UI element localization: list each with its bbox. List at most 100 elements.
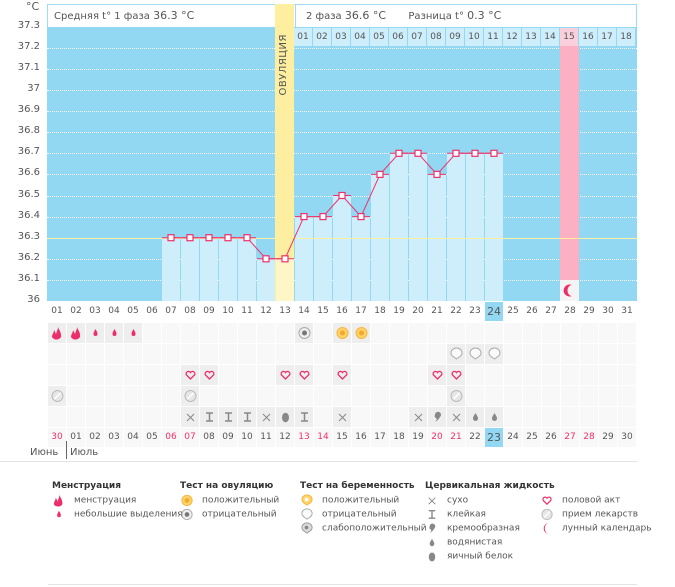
medication-cell[interactable] (352, 386, 370, 406)
medication-cell[interactable] (276, 386, 294, 406)
intercourse-cell[interactable] (105, 365, 123, 385)
medication-cell[interactable] (447, 386, 465, 406)
pregnancy-cell[interactable] (181, 344, 199, 364)
fluid-cell[interactable] (542, 407, 560, 427)
fluid-cell[interactable] (523, 407, 541, 427)
medication-cell[interactable] (295, 386, 313, 406)
medication-cell[interactable] (257, 386, 275, 406)
medication-cell[interactable] (390, 386, 408, 406)
fluid-cell[interactable] (618, 407, 636, 427)
intercourse-cell[interactable] (86, 365, 104, 385)
calendar-date[interactable]: 19 (409, 428, 427, 447)
medication-cell[interactable] (542, 386, 560, 406)
medication-cell[interactable] (200, 386, 218, 406)
fluid-cell[interactable] (485, 407, 503, 427)
menstruation-cell[interactable] (599, 323, 617, 343)
calendar-date[interactable]: 13 (295, 428, 313, 447)
menstruation-cell[interactable] (333, 323, 351, 343)
calendar-date[interactable]: 06 (162, 428, 180, 447)
pregnancy-cell[interactable] (143, 344, 161, 364)
medication-cell[interactable] (371, 386, 389, 406)
fluid-cell[interactable] (409, 407, 427, 427)
menstruation-cell[interactable] (371, 323, 389, 343)
calendar-date[interactable]: 27 (561, 428, 579, 447)
pregnancy-cell[interactable] (314, 344, 332, 364)
calendar-date[interactable]: 21 (447, 428, 465, 447)
intercourse-cell[interactable] (238, 365, 256, 385)
menstruation-cell[interactable] (314, 323, 332, 343)
cycle-day-label[interactable]: 25 (507, 306, 519, 316)
calendar-date[interactable]: 04 (124, 428, 142, 447)
pregnancy-cell[interactable] (371, 344, 389, 364)
menstruation-cell[interactable] (580, 323, 598, 343)
cycle-day-label[interactable]: 26 (526, 306, 538, 316)
intercourse-cell[interactable] (599, 365, 617, 385)
intercourse-cell[interactable] (428, 365, 446, 385)
medication-cell[interactable] (86, 386, 104, 406)
medication-cell[interactable] (580, 386, 598, 406)
medication-cell[interactable] (314, 386, 332, 406)
fluid-cell[interactable] (447, 407, 465, 427)
calendar-date[interactable]: 23 (485, 428, 503, 447)
menstruation-cell[interactable] (105, 323, 123, 343)
fluid-cell[interactable] (143, 407, 161, 427)
menstruation-cell[interactable] (523, 323, 541, 343)
menstruation-cell[interactable] (447, 323, 465, 343)
fluid-cell[interactable] (352, 407, 370, 427)
calendar-date[interactable]: 12 (276, 428, 294, 447)
menstruation-cell[interactable] (124, 323, 142, 343)
calendar-date[interactable]: 22 (466, 428, 484, 447)
pregnancy-cell[interactable] (466, 344, 484, 364)
menstruation-cell[interactable] (181, 323, 199, 343)
pregnancy-cell[interactable] (618, 344, 636, 364)
fluid-cell[interactable] (124, 407, 142, 427)
cycle-day-label[interactable]: 01 (51, 306, 63, 316)
medication-cell[interactable] (162, 386, 180, 406)
cycle-day-label[interactable]: 31 (621, 306, 633, 316)
fluid-cell[interactable] (466, 407, 484, 427)
fluid-cell[interactable] (390, 407, 408, 427)
fluid-cell[interactable] (599, 407, 617, 427)
calendar-date[interactable]: 30 (618, 428, 636, 447)
pregnancy-cell[interactable] (561, 344, 579, 364)
pregnancy-cell[interactable] (86, 344, 104, 364)
medication-cell[interactable] (561, 386, 579, 406)
fluid-cell[interactable] (333, 407, 351, 427)
pregnancy-cell[interactable] (105, 344, 123, 364)
cycle-day-label[interactable]: 18 (374, 306, 386, 316)
intercourse-cell[interactable] (124, 365, 142, 385)
calendar-date[interactable]: 14 (314, 428, 332, 447)
intercourse-cell[interactable] (447, 365, 465, 385)
pregnancy-cell[interactable] (67, 344, 85, 364)
fluid-cell[interactable] (561, 407, 579, 427)
intercourse-cell[interactable] (333, 365, 351, 385)
intercourse-cell[interactable] (409, 365, 427, 385)
calendar-date[interactable]: 20 (428, 428, 446, 447)
cycle-day-label[interactable]: 20 (412, 306, 424, 316)
calendar-date[interactable]: 01 (67, 428, 85, 447)
fluid-cell[interactable] (504, 407, 522, 427)
cycle-day-label[interactable]: 12 (260, 306, 272, 316)
intercourse-cell[interactable] (314, 365, 332, 385)
pregnancy-cell[interactable] (390, 344, 408, 364)
menstruation-cell[interactable] (200, 323, 218, 343)
menstruation-cell[interactable] (542, 323, 560, 343)
fluid-cell[interactable] (67, 407, 85, 427)
cycle-day-label[interactable]: 11 (241, 306, 253, 316)
cycle-day-label[interactable]: 03 (89, 306, 101, 316)
menstruation-cell[interactable] (466, 323, 484, 343)
fluid-cell[interactable] (580, 407, 598, 427)
cycle-day-label[interactable]: 28 (564, 306, 576, 316)
menstruation-cell[interactable] (257, 323, 275, 343)
fluid-cell[interactable] (219, 407, 237, 427)
intercourse-cell[interactable] (295, 365, 313, 385)
medication-cell[interactable] (466, 386, 484, 406)
calendar-date[interactable]: 05 (143, 428, 161, 447)
pregnancy-cell[interactable] (162, 344, 180, 364)
intercourse-cell[interactable] (276, 365, 294, 385)
cycle-day-label[interactable]: 04 (108, 306, 120, 316)
calendar-date[interactable]: 24 (504, 428, 522, 447)
medication-cell[interactable] (219, 386, 237, 406)
pregnancy-cell[interactable] (428, 344, 446, 364)
cycle-day-label[interactable]: 08 (184, 306, 196, 316)
